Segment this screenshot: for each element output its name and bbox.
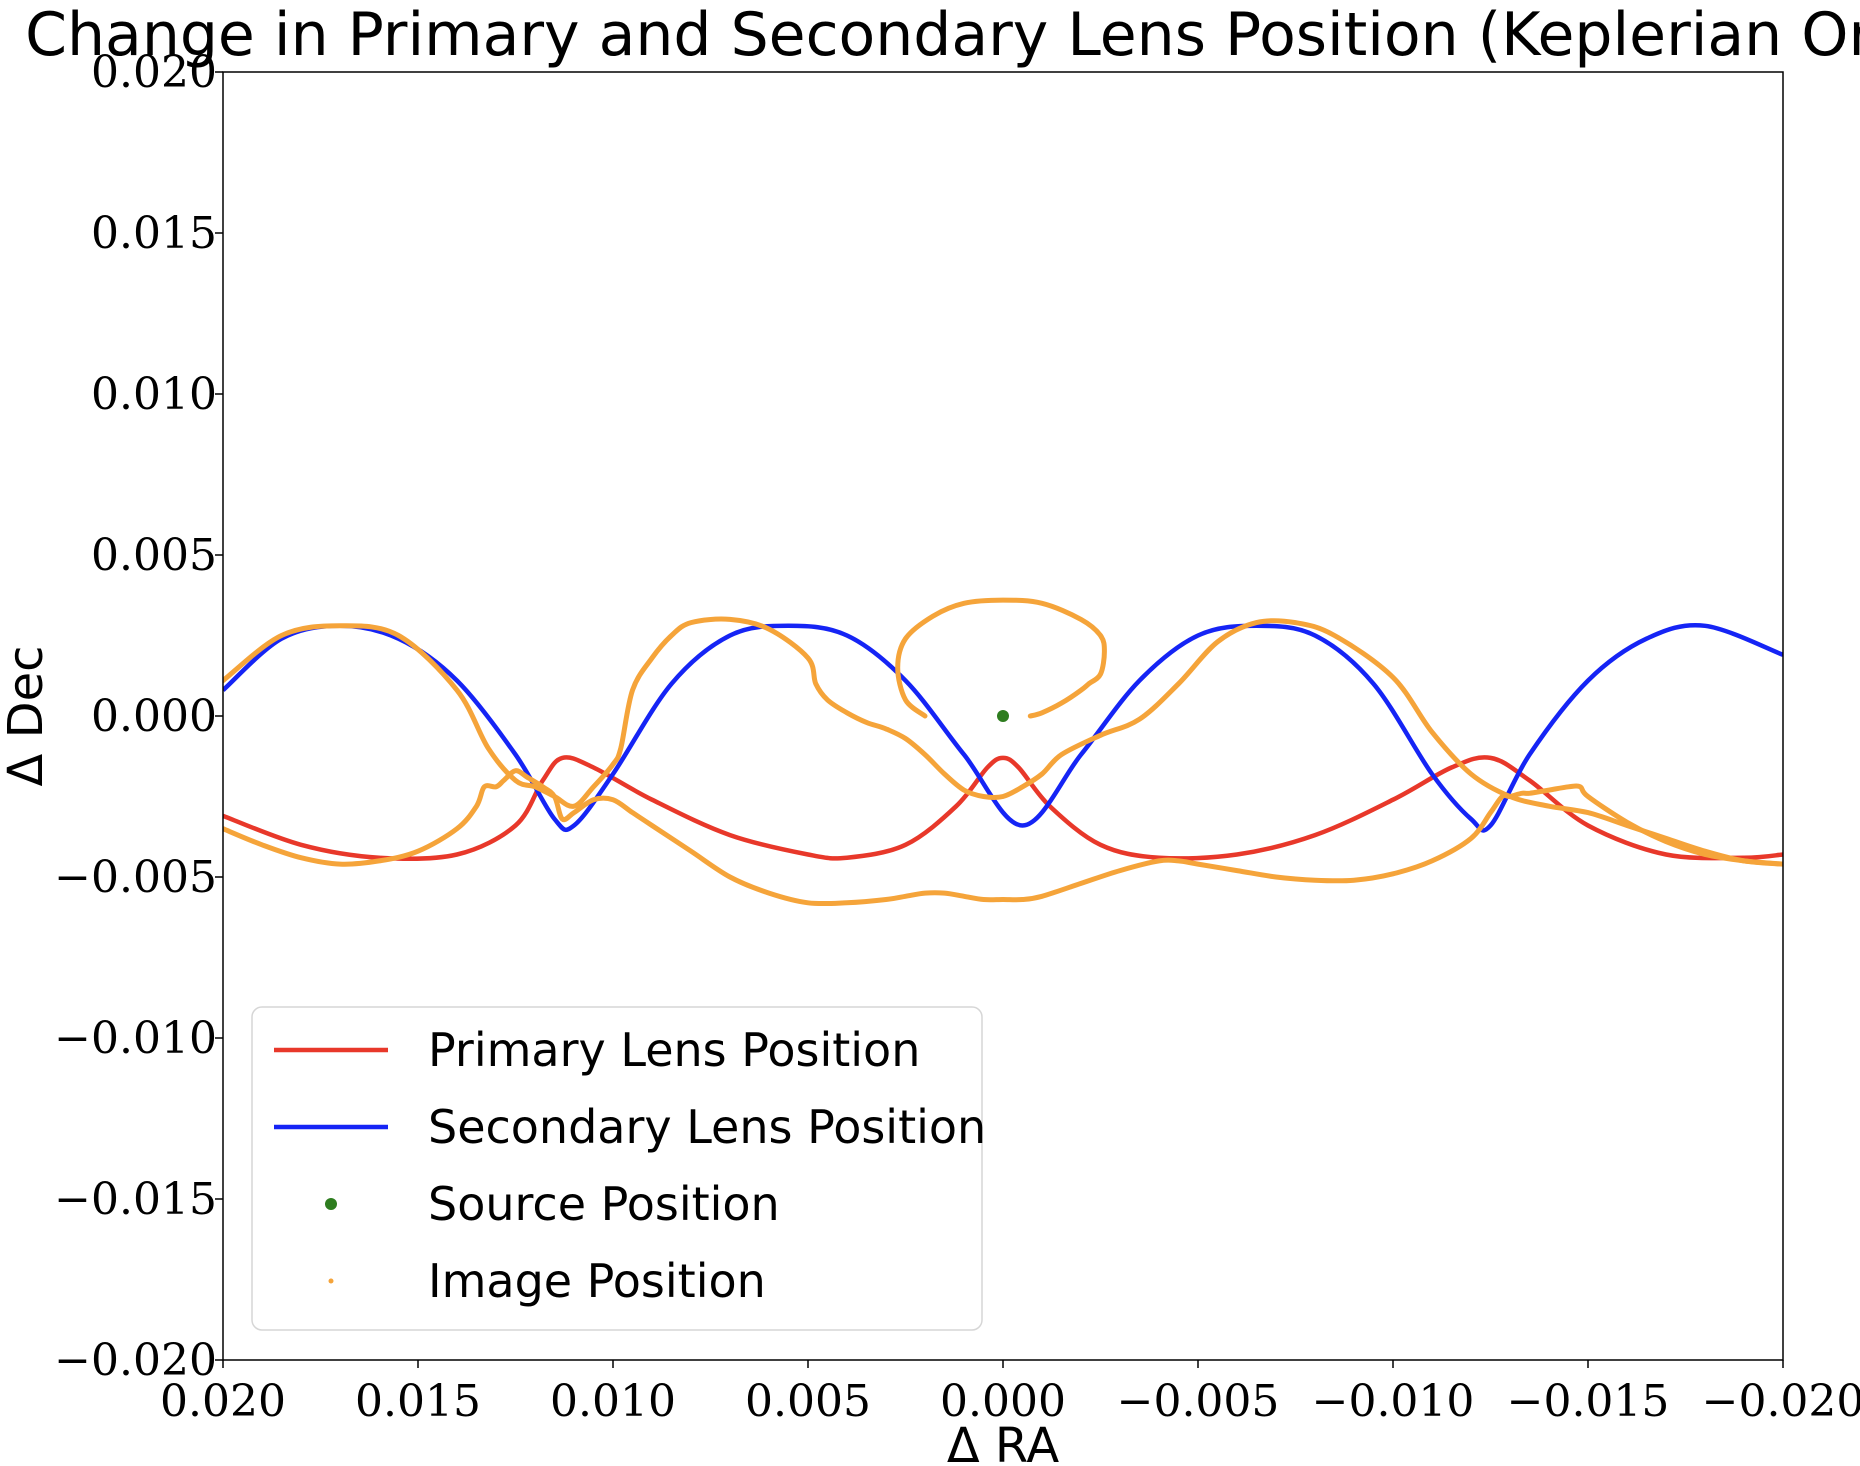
y-axis-ticks: 0.020 0.015 0.010 0.005 0.000 −0.005 −0.010 −0.… [54,47,223,1386]
x-tick-label: −0.020 [1702,1376,1860,1427]
x-tick-label: 0.000 [940,1376,1066,1427]
y-tick-label: −0.005 [54,852,217,903]
legend-label: Source Position [428,1177,780,1231]
series-layer [223,597,1783,907]
x-tick-label: −0.010 [1312,1376,1475,1427]
x-axis-ticks: 0.020 0.015 0.010 0.005 0.000 −0.005 −0.010 −0.… [160,1360,1860,1427]
y-tick-label: 0.020 [91,47,217,98]
legend-swatch [328,1278,334,1284]
y-tick-label: 0.015 [91,208,217,259]
source-point [997,710,1009,722]
legend-item-secondary-lens-position: Secondary Lens Position [274,1100,986,1154]
image-track-2 [223,768,1783,907]
x-tick-label: 0.010 [550,1376,676,1427]
legend-swatch [325,1198,337,1210]
y-tick-label: −0.015 [54,1174,217,1225]
legend-item-source-position: Source Position [325,1177,780,1231]
y-tick-label: 0.010 [91,369,217,420]
y-tick-label: −0.020 [54,1335,217,1386]
series-line-secondary-lens-position [223,622,1783,833]
x-tick-label: 0.015 [355,1376,481,1427]
legend-item-primary-lens-position: Primary Lens Position [274,1023,920,1077]
legend: Primary Lens Position Secondary Lens Posi… [251,1006,986,1331]
x-tick-label: 0.020 [160,1376,286,1427]
legend-label: Image Position [428,1254,766,1308]
legend-label: Primary Lens Position [428,1023,920,1077]
y-tick-label: 0.005 [91,530,217,581]
y-tick-label: −0.010 [54,1013,217,1064]
series-source-position [997,710,1009,722]
legend-item-image-position: Image Position [328,1254,766,1308]
x-tick-label: 0.005 [745,1376,871,1427]
x-tick-label: −0.005 [1117,1376,1280,1427]
legend-label: Secondary Lens Position [428,1100,986,1154]
chart-title: Change in Primary and Secondary Lens Pos… [25,0,1860,70]
x-tick-label: −0.015 [1507,1376,1670,1427]
legend-box [251,1006,983,1331]
y-axis-label: Δ Dec [0,646,54,787]
series-secondary-lens-position [223,622,1783,833]
x-axis-label: Δ RA [947,1418,1060,1466]
image-track-3 [895,597,1107,719]
y-tick-label: 0.000 [91,691,217,742]
series-image-position [223,597,1783,907]
